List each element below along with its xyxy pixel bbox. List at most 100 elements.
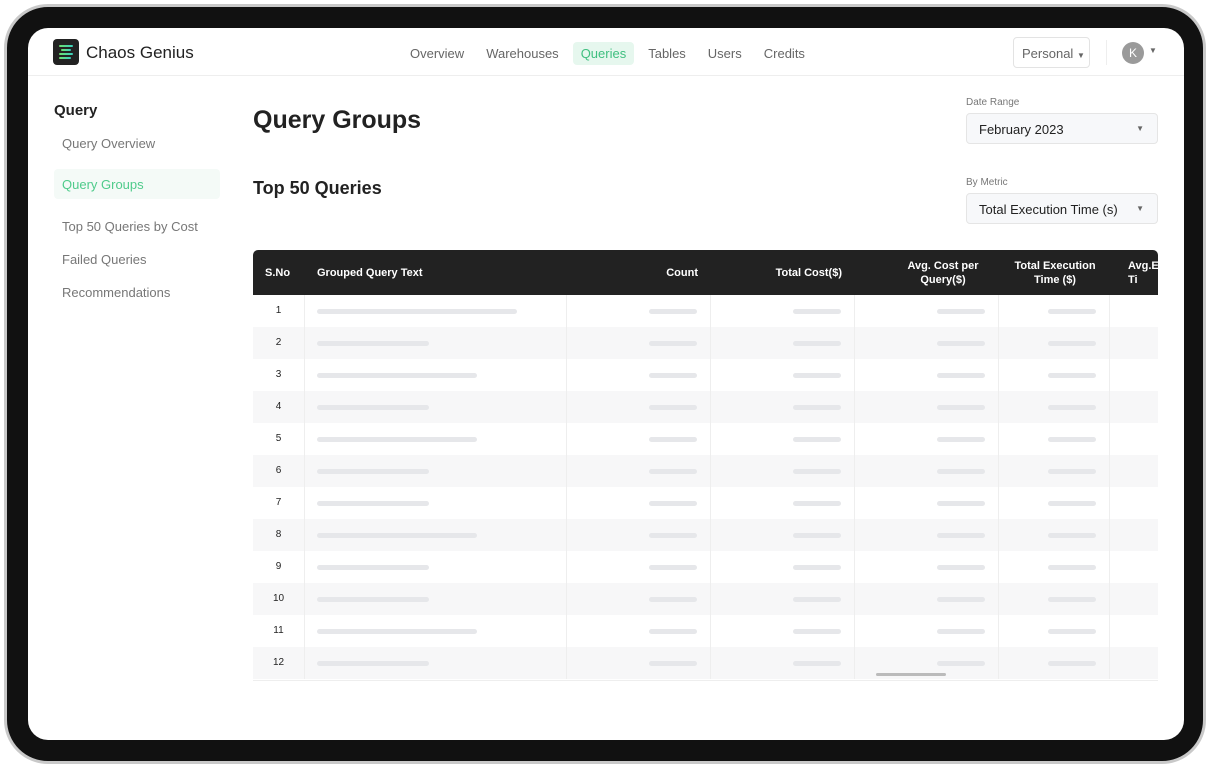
count-cell [567,327,711,359]
table-row[interactable]: 1 [253,295,1158,327]
loading-placeholder [793,565,841,570]
loading-placeholder [1048,661,1096,666]
sidebar-item-query-overview[interactable]: Query Overview [62,136,156,151]
table-row[interactable]: 7 [253,487,1158,519]
total-exec-time-cell [999,423,1110,455]
avg-cost-cell [855,615,999,647]
table-row[interactable]: 2 [253,327,1158,359]
col-avg-cost[interactable]: Avg. Cost per Query($) [907,259,979,286]
row-number: 10 [253,583,305,615]
loading-placeholder [317,341,429,346]
loading-placeholder [649,629,697,634]
nav-overview[interactable]: Overview [410,46,465,61]
loading-placeholder [649,597,697,602]
sidebar-item-query-groups[interactable]: Query Groups [54,169,220,199]
table-row[interactable]: 9 [253,551,1158,583]
table-body: 1 2 3 4 5 6 7 8 9 10 11 12 [253,295,1158,679]
total-cost-cell [711,583,855,615]
caret-down-icon: ▼ [1136,204,1144,213]
count-cell [567,295,711,327]
loading-placeholder [649,341,697,346]
avg-cost-cell [855,583,999,615]
loading-placeholder [317,661,429,666]
col-total-exec-time[interactable]: Total Execution Time ($) [1014,259,1096,286]
count-cell [567,359,711,391]
avg-cost-cell [855,423,999,455]
table-row[interactable]: 3 [253,359,1158,391]
count-cell [567,487,711,519]
loading-placeholder [1048,629,1096,634]
metric-value: Total Execution Time (s) [979,202,1118,217]
loading-placeholder [317,309,517,314]
table-row[interactable]: 11 [253,615,1158,647]
table-row[interactable]: 5 [253,423,1158,455]
total-exec-time-cell [999,519,1110,551]
nav-queries[interactable]: Queries [572,42,635,65]
row-number: 12 [253,647,305,679]
loading-placeholder [317,629,477,634]
chaos-genius-logo-icon[interactable] [53,39,79,65]
total-exec-time-cell [999,455,1110,487]
loading-placeholder [1048,565,1096,570]
row-number: 2 [253,327,305,359]
query-text-cell [305,455,567,487]
col-avg-exec-time[interactable]: Avg.E Ti [1128,259,1158,286]
divider [1106,40,1107,65]
loading-placeholder [793,405,841,410]
loading-placeholder [649,565,697,570]
avg-cost-cell [855,519,999,551]
total-cost-cell [711,359,855,391]
total-cost-cell [711,423,855,455]
loading-placeholder [649,373,697,378]
loading-placeholder [1048,501,1096,506]
query-text-cell [305,327,567,359]
col-grouped-query-text[interactable]: Grouped Query Text [317,266,423,279]
col-sno[interactable]: S.No [265,266,291,279]
workspace-dropdown[interactable]: Personal ▼ [1013,37,1090,68]
date-range-select[interactable]: February 2023 ▼ [966,113,1158,144]
sidebar-item-failed-queries[interactable]: Failed Queries [62,252,147,267]
avg-cost-cell [855,295,999,327]
nav-warehouses[interactable]: Warehouses [486,46,559,61]
loading-placeholder [317,501,429,506]
nav-users[interactable]: Users [707,46,742,61]
loading-placeholder [1048,373,1096,378]
table-row[interactable]: 8 [253,519,1158,551]
row-number: 11 [253,615,305,647]
nav-credits[interactable]: Credits [763,46,805,61]
query-text-cell [305,519,567,551]
total-exec-time-cell [999,487,1110,519]
total-cost-cell [711,391,855,423]
brand-name[interactable]: Chaos Genius [86,43,194,62]
loading-placeholder [317,437,477,442]
caret-down-icon: ▼ [1136,124,1144,133]
avg-cost-cell [855,359,999,391]
loading-placeholder [793,661,841,666]
row-number: 6 [253,455,305,487]
col-total-cost[interactable]: Total Cost($) [775,266,842,279]
col-count[interactable]: Count [666,266,698,279]
main-nav: Overview Warehouses Queries Tables Users… [402,42,813,65]
total-exec-time-cell [999,583,1110,615]
loading-placeholder [937,629,985,634]
table-row[interactable]: 12 [253,647,1158,679]
query-text-cell [305,423,567,455]
total-exec-time-cell [999,551,1110,583]
nav-tables[interactable]: Tables [648,46,686,61]
table-row[interactable]: 6 [253,455,1158,487]
query-text-cell [305,551,567,583]
table-row[interactable]: 10 [253,583,1158,615]
caret-down-icon[interactable]: ▼ [1149,46,1157,55]
count-cell [567,391,711,423]
avatar[interactable]: K [1122,42,1144,64]
table-row[interactable]: 4 [253,391,1158,423]
metric-select[interactable]: Total Execution Time (s) ▼ [966,193,1158,224]
count-cell [567,615,711,647]
loading-placeholder [317,565,429,570]
sidebar-item-top-50-queries-by-cost[interactable]: Top 50 Queries by Cost [62,219,198,234]
horizontal-scrollbar[interactable] [876,673,946,676]
sidebar-item-recommendations[interactable]: Recommendations [62,285,171,300]
loading-placeholder [793,437,841,442]
loading-placeholder [793,469,841,474]
loading-placeholder [317,469,429,474]
